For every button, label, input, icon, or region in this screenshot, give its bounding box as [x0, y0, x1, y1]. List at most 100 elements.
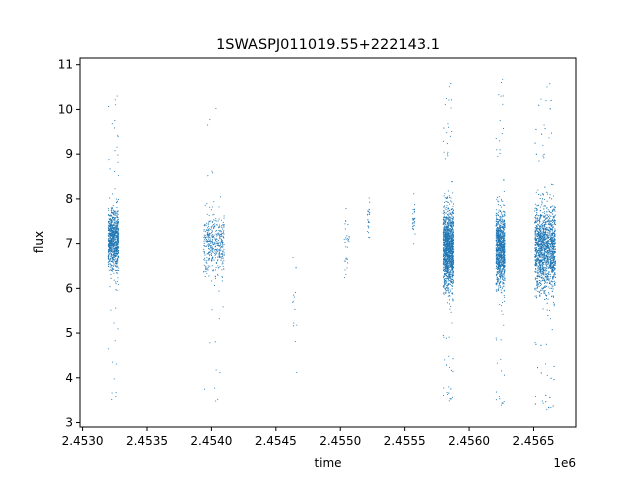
- data-point: [449, 224, 451, 226]
- data-point: [444, 235, 446, 237]
- data-point: [215, 243, 217, 245]
- data-point: [442, 222, 445, 224]
- data-point: [452, 299, 454, 301]
- data-point: [111, 244, 113, 246]
- data-point: [207, 223, 209, 225]
- data-point: [205, 231, 207, 233]
- data-point: [445, 219, 447, 221]
- data-point: [222, 232, 224, 234]
- data-point: [115, 226, 117, 228]
- data-point: [496, 282, 498, 285]
- data-point: [445, 291, 447, 293]
- data-point: [499, 149, 501, 151]
- data-point: [443, 285, 445, 287]
- data-point: [222, 306, 224, 308]
- data-point: [444, 221, 446, 223]
- data-point: [209, 206, 211, 208]
- data-point: [504, 276, 506, 278]
- data-point: [114, 188, 116, 190]
- data-point: [545, 285, 547, 287]
- data-point: [504, 234, 506, 236]
- data-point: [213, 234, 215, 236]
- data-point: [446, 205, 448, 207]
- data-point: [447, 225, 449, 227]
- data-point: [498, 261, 500, 263]
- data-point: [109, 236, 111, 238]
- data-point: [204, 236, 206, 238]
- data-point: [221, 263, 223, 265]
- data-point: [503, 268, 505, 271]
- data-point: [114, 250, 116, 252]
- data-point: [210, 209, 212, 211]
- data-point: [444, 281, 446, 283]
- data-point: [449, 135, 451, 137]
- data-point: [496, 216, 498, 218]
- data-point: [206, 232, 208, 234]
- data-point: [504, 296, 506, 298]
- data-point: [496, 232, 498, 234]
- data-point: [539, 197, 541, 200]
- data-point: [452, 236, 454, 238]
- data-point: [503, 251, 505, 253]
- data-point: [445, 282, 447, 284]
- data-point: [108, 234, 110, 236]
- data-point: [540, 229, 542, 231]
- data-point: [368, 227, 370, 229]
- data-point: [501, 272, 503, 274]
- data-point: [447, 213, 449, 215]
- data-point: [452, 358, 454, 360]
- data-point: [446, 227, 448, 229]
- data-point: [218, 252, 221, 254]
- data-point: [547, 267, 549, 270]
- data-point: [452, 231, 454, 233]
- data-point: [545, 343, 547, 345]
- data-point: [113, 222, 115, 224]
- data-point: [501, 237, 503, 239]
- data-point: [447, 251, 449, 253]
- data-point: [210, 233, 212, 235]
- data-point: [451, 242, 453, 244]
- data-point: [450, 83, 452, 85]
- data-point: [206, 269, 208, 271]
- data-point: [213, 237, 215, 239]
- data-point: [500, 249, 503, 251]
- data-point: [547, 223, 549, 225]
- data-point: [115, 235, 117, 237]
- data-point: [496, 240, 498, 242]
- data-point: [445, 272, 448, 275]
- data-point: [110, 274, 112, 276]
- data-point: [452, 229, 454, 231]
- data-point: [213, 213, 215, 215]
- data-point: [113, 256, 115, 259]
- data-point: [551, 268, 553, 270]
- data-point: [116, 210, 118, 212]
- data-point: [346, 262, 349, 264]
- data-point: [219, 233, 221, 235]
- data-point: [216, 244, 218, 247]
- data-point: [499, 204, 501, 207]
- data-point: [503, 252, 505, 254]
- data-point: [207, 124, 209, 126]
- data-point: [448, 254, 450, 256]
- data-point: [499, 237, 501, 239]
- data-point: [115, 363, 117, 365]
- data-point: [219, 236, 221, 238]
- data-point: [451, 232, 454, 234]
- data-point: [451, 246, 453, 249]
- data-point: [112, 234, 114, 237]
- data-point: [503, 191, 505, 193]
- data-point: [217, 398, 219, 400]
- data-point: [112, 270, 114, 272]
- data-point: [497, 239, 499, 241]
- data-point: [498, 231, 500, 233]
- data-point: [206, 222, 208, 224]
- data-point: [499, 249, 501, 251]
- data-point: [500, 206, 503, 208]
- data-point: [540, 272, 543, 274]
- data-point: [447, 288, 449, 290]
- data-point: [541, 279, 543, 281]
- data-point: [501, 370, 503, 372]
- data-point: [216, 273, 218, 275]
- data-points: [107, 78, 556, 411]
- data-point: [443, 279, 445, 281]
